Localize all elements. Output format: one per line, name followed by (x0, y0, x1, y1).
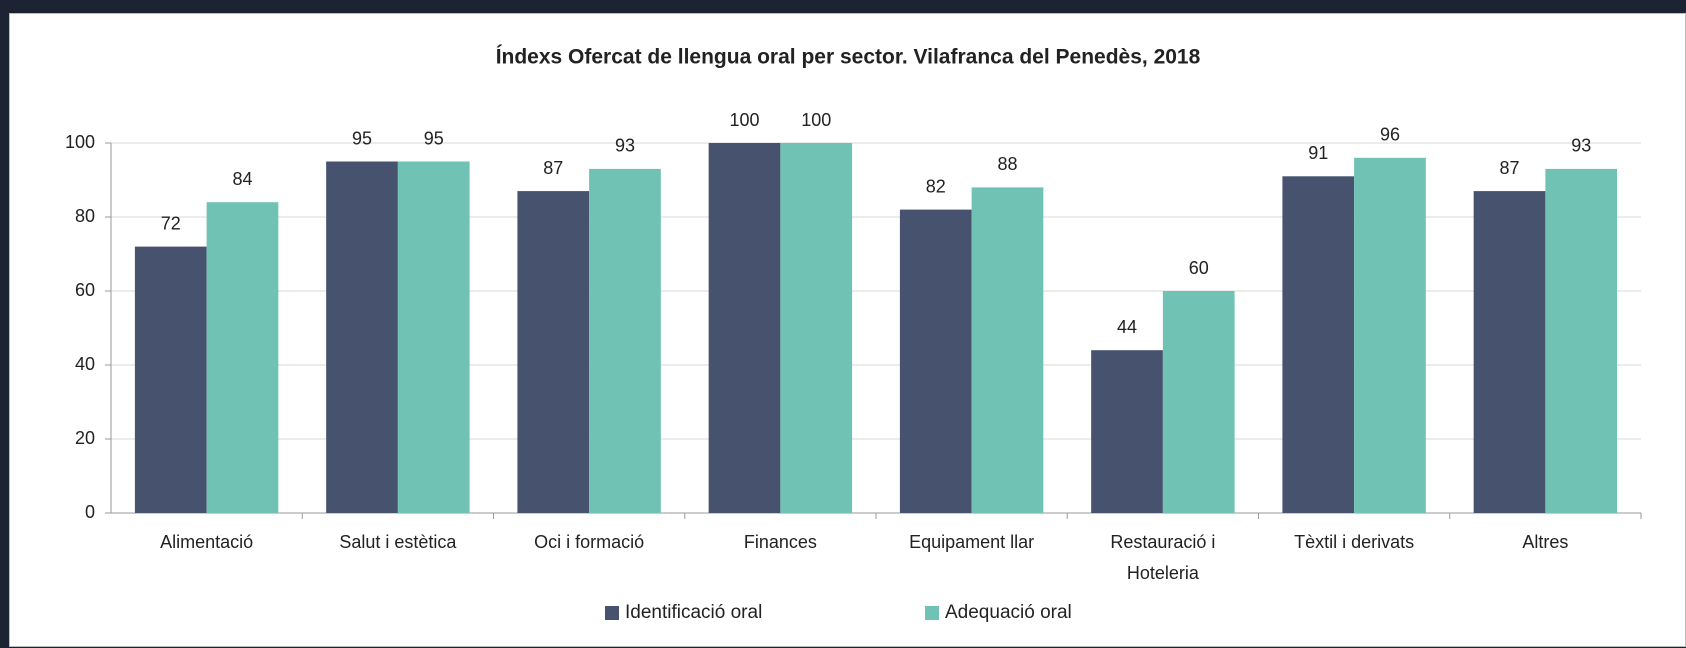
data-label: 93 (615, 136, 635, 156)
data-label: 87 (1500, 158, 1520, 178)
bar (1162, 291, 1235, 513)
x-tick-label: Altres (1522, 532, 1569, 552)
data-label: 93 (1571, 136, 1591, 156)
y-tick-label: 0 (85, 502, 95, 522)
x-tick-label: Tèxtil i derivats (1294, 532, 1415, 552)
data-label: 88 (997, 154, 1017, 174)
y-tick-label: 40 (75, 354, 95, 374)
legend-swatch (925, 606, 939, 620)
x-tick-label: Equipament llar (909, 532, 1035, 552)
bar (1282, 176, 1355, 514)
bar (1473, 191, 1546, 513)
data-label: 100 (801, 110, 831, 130)
y-tick-label: 60 (75, 280, 95, 300)
bar (780, 143, 853, 513)
y-tick-label: 80 (75, 206, 95, 226)
data-label: 72 (161, 213, 181, 233)
legend-swatch (605, 606, 619, 620)
bar (1091, 350, 1163, 513)
y-tick-label: 20 (75, 428, 95, 448)
x-tick-label: Oci i formació (534, 532, 645, 552)
bar (589, 168, 661, 513)
data-label: 44 (1117, 317, 1137, 337)
chart: Índexs Ofercat de llengua oral per secto… (65, 46, 1642, 623)
bar (971, 187, 1044, 513)
bar (326, 161, 398, 513)
bar (397, 161, 470, 513)
bar (517, 191, 590, 513)
legend-label: Adequació oral (945, 602, 1072, 623)
bar (1545, 168, 1618, 513)
bar (134, 246, 207, 513)
x-tick-label: Finances (743, 532, 817, 552)
bar (899, 209, 972, 513)
chart-panel: Índexs Ofercat de llengua oral per secto… (9, 13, 1686, 647)
data-label: 84 (232, 169, 252, 189)
bar (206, 202, 279, 513)
x-tick-label: Salut i estètica (339, 532, 457, 552)
data-label: 60 (1189, 258, 1209, 278)
legend-label: Identificació oral (625, 602, 762, 623)
x-tick-label: Restauració i Hoteleria (1110, 532, 1216, 583)
data-label: 91 (1308, 143, 1328, 163)
data-label: 87 (543, 158, 563, 178)
x-tick-label: Alimentació (160, 532, 254, 552)
bar (1354, 157, 1426, 514)
chart-title: Índexs Ofercat de llengua oral per secto… (496, 46, 1201, 69)
data-label: 100 (729, 110, 759, 130)
bar (708, 143, 781, 513)
data-label: 96 (1380, 125, 1400, 145)
data-label: 82 (926, 176, 946, 196)
data-label: 95 (424, 128, 444, 148)
data-label: 95 (352, 128, 372, 148)
y-tick-label: 100 (65, 132, 95, 152)
